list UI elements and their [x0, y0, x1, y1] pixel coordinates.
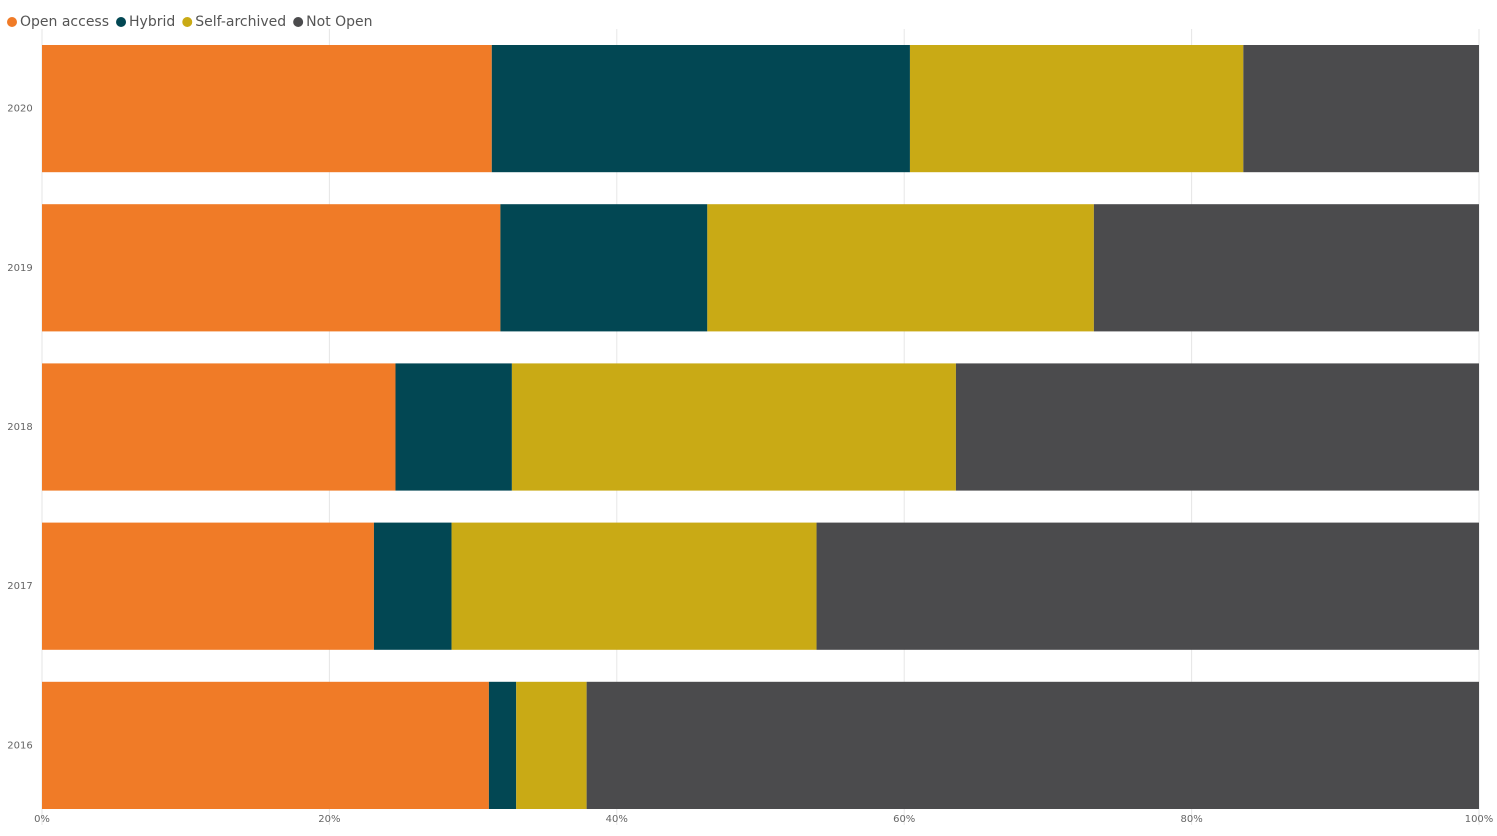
- bar-segment: [516, 681, 587, 809]
- legend-label: Not Open: [306, 14, 372, 30]
- y-tick-label: 2019: [7, 263, 32, 274]
- bar-segment: [395, 363, 512, 491]
- legend-marker: [182, 17, 193, 27]
- x-tick-label: 100%: [1465, 814, 1494, 825]
- bar-segment: [42, 45, 492, 173]
- bar-segment: [955, 363, 1479, 491]
- bar-segment: [491, 45, 910, 173]
- x-tick-label: 0%: [34, 814, 50, 825]
- legend-marker: [116, 17, 127, 27]
- x-tick-label: 40%: [606, 814, 628, 825]
- bar-segment: [500, 204, 708, 332]
- bar-segment: [816, 522, 1479, 650]
- legend-label: Hybrid: [129, 14, 175, 30]
- bar-segment: [42, 204, 501, 332]
- legend-marker: [7, 17, 17, 27]
- bar-segment: [586, 681, 1479, 809]
- bar-segment: [707, 204, 1094, 332]
- x-tick-label: 60%: [893, 814, 915, 825]
- legend-label: Open access: [20, 14, 109, 30]
- bar-segment: [42, 363, 396, 491]
- y-tick-label: 2017: [7, 581, 32, 592]
- bar-segment: [451, 522, 817, 650]
- y-tick-label: 2018: [7, 422, 32, 433]
- x-tick-label: 20%: [318, 814, 340, 825]
- bar-segment: [373, 522, 452, 650]
- y-tick-label: 2016: [7, 740, 32, 751]
- bar-segment: [42, 522, 374, 650]
- bar-segment: [488, 681, 517, 809]
- y-tick-label: 2020: [7, 104, 32, 115]
- legend-marker: [293, 17, 304, 27]
- bar-segment: [909, 45, 1244, 173]
- bar-segment: [1093, 204, 1479, 332]
- x-tick-label: 80%: [1180, 814, 1202, 825]
- bar-segment: [511, 363, 956, 491]
- bar-segment: [1243, 45, 1479, 173]
- bar-segment: [42, 681, 489, 809]
- legend-label: Self-archived: [195, 14, 286, 30]
